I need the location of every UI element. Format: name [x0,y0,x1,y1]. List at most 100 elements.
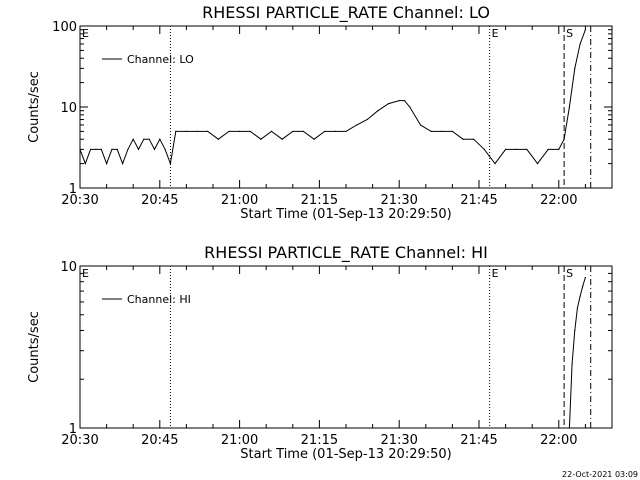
panel2-data-point [576,307,579,309]
panel1-data-point [153,148,156,150]
panel1-data-point [419,124,422,126]
panel1-data-point [106,163,108,165]
panel1-data-point [387,103,390,105]
panel1-data-point [127,148,129,150]
panel1-x-tick-label: 21:00 [221,193,258,208]
panel1-data-point [249,130,251,132]
panel1-data-point [239,130,241,132]
panel1-data-point [398,99,400,102]
panel1-marker-label: S [566,27,573,40]
panel1-data-point [334,130,336,132]
panel1-x-tick-label: 20:45 [141,193,178,208]
panel2-legend-label: Channel: HI [127,293,191,306]
panel1-legend-label: Channel: LO [127,53,194,66]
panel1-data-point [185,130,187,132]
panel1-y-axis-label: Counts/sec [27,71,42,143]
panel1-data-point [270,130,273,132]
panel2-x-tick-label: 21:30 [380,433,417,448]
panel1-series-line [79,29,586,166]
panel1-x-tick-label: 20:30 [61,193,98,208]
panel1-data-point [579,43,581,45]
panel1-data-point [111,148,113,150]
panel1-data-point [563,138,565,140]
panel1-data-point [356,124,358,126]
panel1-plot-frame [79,25,613,189]
timestamp: 22-Oct-2021 03:09 [562,470,638,479]
panel1-data-point [121,163,124,165]
panel1-x-tick-label: 21:30 [380,193,417,208]
panel2-data-point [582,285,584,287]
panel1-data-point [403,99,406,102]
panel1-data-point [90,148,92,150]
panel2-series-line [568,277,586,429]
panel1-data-point [169,163,172,165]
panel1-data-point [451,130,453,132]
panel1-data-point [228,130,230,132]
panel1-data-point [409,106,411,108]
panel1-data-point [313,138,315,140]
panel1-data-point [366,118,368,121]
panel1-data-point [345,130,347,132]
panel2-chart-title: RHESSI PARTICLE_RATE Channel: HI [204,243,488,263]
panel1-data-point [100,148,102,150]
panel2-marker-label: S [566,267,573,280]
panel1-data-point [536,163,539,165]
panel1-marker-label: E [492,27,499,40]
panel1-data-point [473,138,475,140]
panel2-y-axis-label: Counts/sec [27,311,42,383]
panel2-data-point [571,362,573,365]
panel1-data-point [494,163,496,165]
panel1-data-point [137,148,140,150]
panel1-x-tick-label: 21:15 [301,193,338,208]
panel1-y-tick-label: 100 [52,20,77,35]
panel1-data-point [462,138,464,140]
panel1-x-axis-label: Start Time (01-Sep-13 20:29:50) [240,207,451,222]
panel2-data-point [579,295,581,297]
panel1-data-point [324,130,326,132]
panel1-marker-label: E [82,27,89,40]
panel2-data-point [584,276,587,279]
panel1-data-point [558,148,560,150]
panel2-x-tick-label: 20:30 [61,433,98,448]
panel1-x-tick-label: 22:00 [540,193,577,208]
panel2-data-point [568,427,571,429]
panel1-data-point [515,148,517,150]
panel1-data-point [505,148,507,150]
panel1-data-point [164,148,166,150]
panel1-data-point [430,130,432,132]
panel1-data-point [281,138,283,140]
panel2-x-tick-label: 21:00 [221,433,258,448]
panel1-data-point [260,138,262,140]
panel2-x-tick-label: 21:15 [301,433,338,448]
panel2-y-tick-label: 1 [69,422,77,437]
panel1-data-point [483,148,485,150]
panel1-data-point [526,148,528,150]
panel1-data-point [175,130,177,132]
panel1-data-point [207,130,209,132]
panel1-data-point [302,130,305,132]
panel2-marker-label: E [492,267,499,280]
panel2-marker-label: E [82,267,89,280]
panel2-plot-frame [79,265,613,429]
panel2-x-tick-label: 21:45 [460,433,497,448]
panel1-data-point [584,29,587,31]
panel1-x-tick-label: 21:45 [460,193,497,208]
panel1-data-point [132,138,134,140]
panel1-data-point [574,67,576,69]
panel1-chart-title: RHESSI PARTICLE_RATE Channel: LO [202,3,490,23]
panel2-data-point [574,329,576,332]
panel2-y-tick-label: 10 [60,260,77,275]
panel1-data-point [95,148,97,150]
panel1-y-tick-label: 1 [69,182,77,197]
panel1-y-tick-label: 10 [60,101,77,116]
panel1-data-point [292,130,294,132]
panel2-x-axis-label: Start Time (01-Sep-13 20:29:50) [240,447,451,462]
panel2-x-tick-label: 20:45 [141,433,178,448]
panel1-data-point [116,148,118,150]
panel1-data-point [441,130,443,132]
panel1-data-point [79,148,81,150]
panel1-data-point [159,138,161,140]
panel1-data-point [217,138,219,140]
panel1-data-point [377,110,379,112]
